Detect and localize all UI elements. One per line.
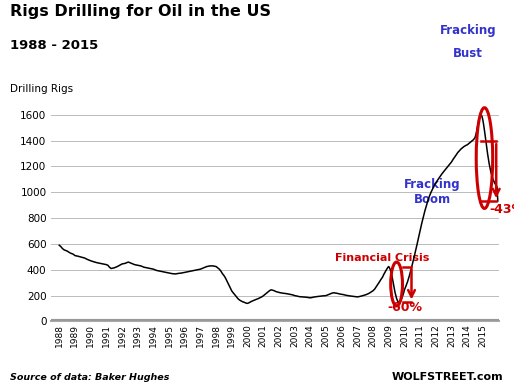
Text: Fracking
Boom: Fracking Boom — [405, 178, 461, 206]
Text: Fracking: Fracking — [439, 24, 496, 36]
Text: Source of data: Baker Hughes: Source of data: Baker Hughes — [10, 373, 170, 382]
Text: -43%: -43% — [489, 203, 514, 216]
Text: -60%: -60% — [387, 301, 422, 314]
Text: Rigs Drilling for Oil in the US: Rigs Drilling for Oil in the US — [10, 4, 271, 19]
Text: Bust: Bust — [453, 47, 483, 60]
Text: Drilling Rigs: Drilling Rigs — [10, 84, 74, 94]
Text: 1988 - 2015: 1988 - 2015 — [10, 39, 99, 52]
Text: WOLFSTREET.com: WOLFSTREET.com — [392, 372, 504, 382]
Text: Financial Crisis: Financial Crisis — [335, 253, 430, 263]
